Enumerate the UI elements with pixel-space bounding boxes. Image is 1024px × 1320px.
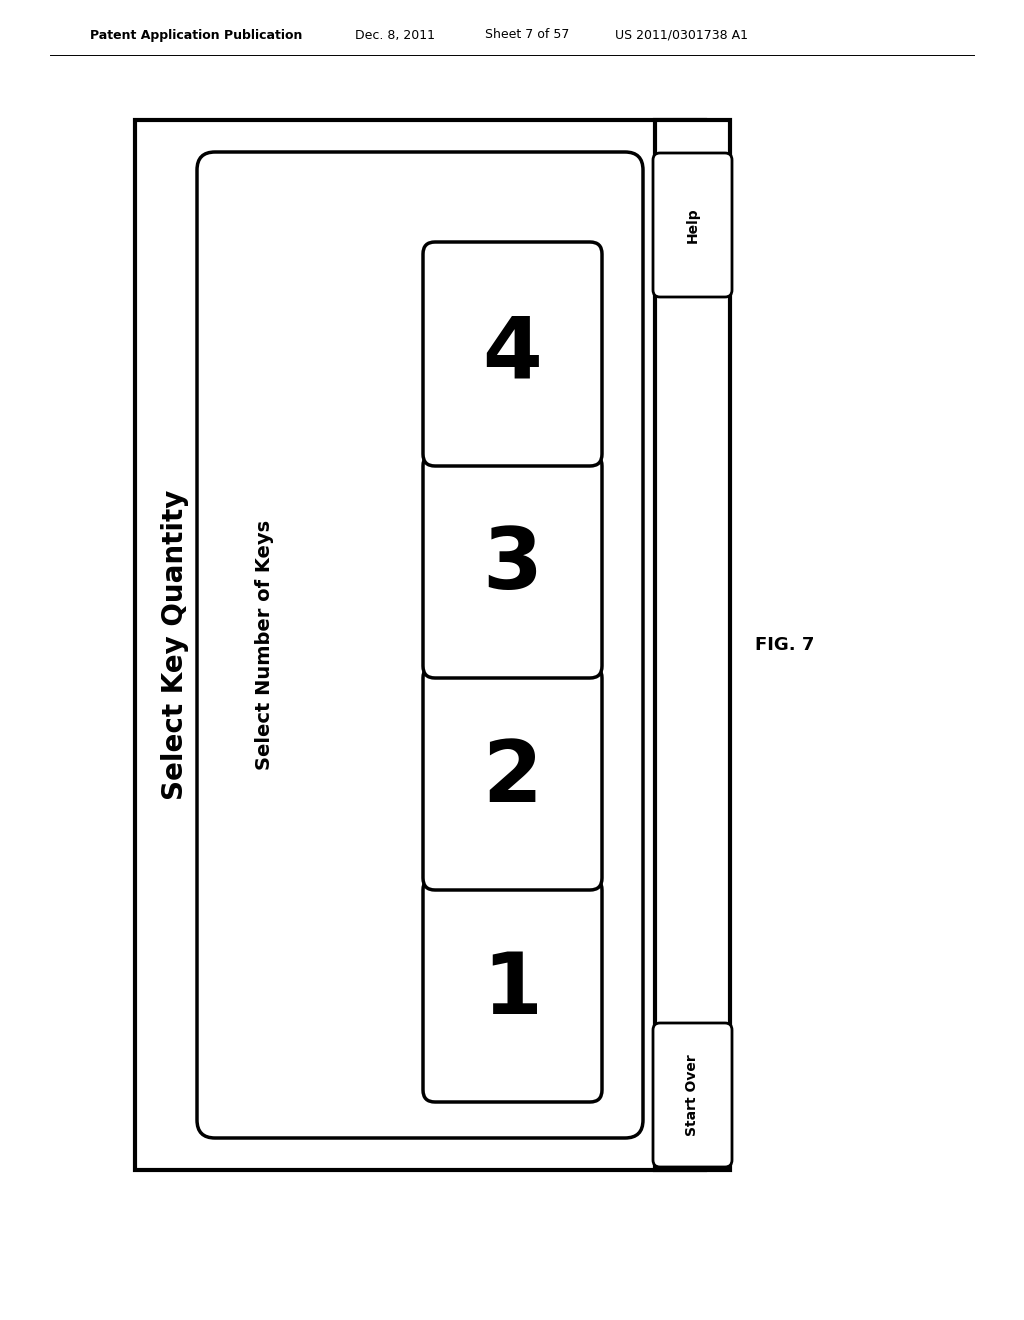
Text: FIG. 7: FIG. 7 xyxy=(755,636,814,653)
FancyBboxPatch shape xyxy=(135,120,705,1170)
Text: Help: Help xyxy=(685,207,699,243)
Text: 3: 3 xyxy=(482,524,543,607)
FancyBboxPatch shape xyxy=(423,454,602,678)
Text: US 2011/0301738 A1: US 2011/0301738 A1 xyxy=(615,29,748,41)
FancyBboxPatch shape xyxy=(655,120,730,1170)
Text: Select Number of Keys: Select Number of Keys xyxy=(256,520,274,770)
FancyBboxPatch shape xyxy=(653,153,732,297)
FancyBboxPatch shape xyxy=(197,152,643,1138)
Text: Sheet 7 of 57: Sheet 7 of 57 xyxy=(485,29,569,41)
FancyBboxPatch shape xyxy=(423,878,602,1102)
Text: 1: 1 xyxy=(482,949,543,1031)
FancyBboxPatch shape xyxy=(423,667,602,890)
Text: Select Key Quantity: Select Key Quantity xyxy=(161,490,189,800)
Text: Patent Application Publication: Patent Application Publication xyxy=(90,29,302,41)
FancyBboxPatch shape xyxy=(653,1023,732,1167)
Text: Dec. 8, 2011: Dec. 8, 2011 xyxy=(355,29,435,41)
FancyBboxPatch shape xyxy=(423,242,602,466)
Text: 4: 4 xyxy=(482,313,543,396)
Text: 2: 2 xyxy=(482,737,543,820)
Text: Start Over: Start Over xyxy=(685,1055,699,1137)
